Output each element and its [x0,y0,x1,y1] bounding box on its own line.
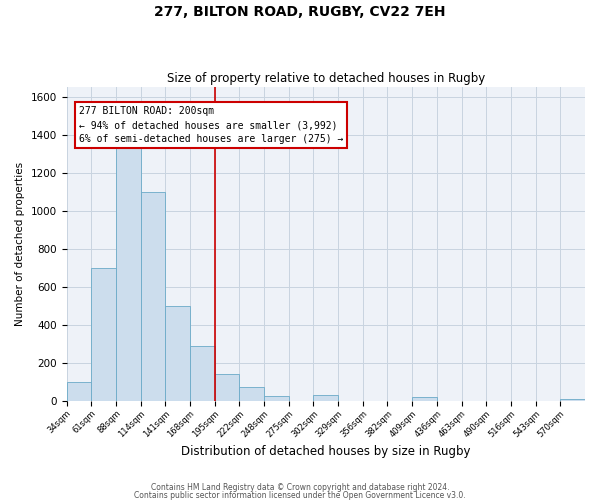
Bar [91,268,116,401]
Bar [190,346,215,401]
Bar [313,396,338,401]
Bar [67,382,91,401]
Text: Contains HM Land Registry data © Crown copyright and database right 2024.: Contains HM Land Registry data © Crown c… [151,484,449,492]
Y-axis label: Number of detached properties: Number of detached properties [15,162,25,326]
Bar [560,399,585,401]
Text: Contains public sector information licensed under the Open Government Licence v3: Contains public sector information licen… [134,490,466,500]
Bar [412,397,437,401]
Text: 277, BILTON ROAD, RUGBY, CV22 7EH: 277, BILTON ROAD, RUGBY, CV22 7EH [154,5,446,19]
X-axis label: Distribution of detached houses by size in Rugby: Distribution of detached houses by size … [181,444,470,458]
Bar [215,374,239,401]
Text: 277 BILTON ROAD: 200sqm
← 94% of detached houses are smaller (3,992)
6% of semi-: 277 BILTON ROAD: 200sqm ← 94% of detache… [79,106,343,144]
Title: Size of property relative to detached houses in Rugby: Size of property relative to detached ho… [167,72,485,85]
Bar [140,192,165,401]
Bar [264,396,289,401]
Bar [165,306,190,401]
Bar [116,148,140,401]
Bar [239,386,264,401]
